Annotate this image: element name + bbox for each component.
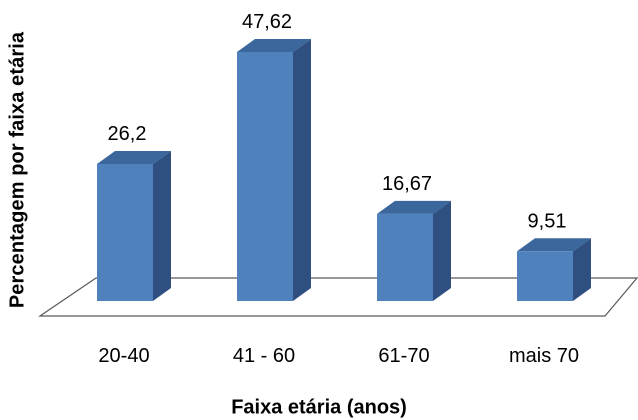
y-axis-label: Percentagem por faixa etária <box>7 32 30 308</box>
bar-side-face <box>433 201 451 301</box>
bar-front-face <box>97 164 153 301</box>
bar-side-face <box>293 39 311 301</box>
x-tick-label: 61-70 <box>378 345 429 367</box>
bar-front-face <box>377 214 433 301</box>
x-tick-label: mais 70 <box>509 345 579 367</box>
x-tick-label: 41 - 60 <box>233 345 295 367</box>
bar-20-40 <box>97 151 171 301</box>
x-axis-label: Faixa etária (anos) <box>231 397 407 420</box>
bar-mais70 <box>517 238 591 301</box>
data-label: 16,67 <box>382 173 432 195</box>
bars-layer <box>97 39 591 301</box>
data-label: 9,51 <box>528 210 567 232</box>
bar-front-face <box>517 251 573 301</box>
bar-front-face <box>237 52 293 301</box>
bar-side-face <box>153 151 171 301</box>
data-label: 26,2 <box>108 123 147 145</box>
data-label: 47,62 <box>242 11 292 33</box>
bar-41-60 <box>237 39 311 301</box>
bar-61-70 <box>377 201 451 301</box>
x-tick-label: 20-40 <box>98 345 149 367</box>
